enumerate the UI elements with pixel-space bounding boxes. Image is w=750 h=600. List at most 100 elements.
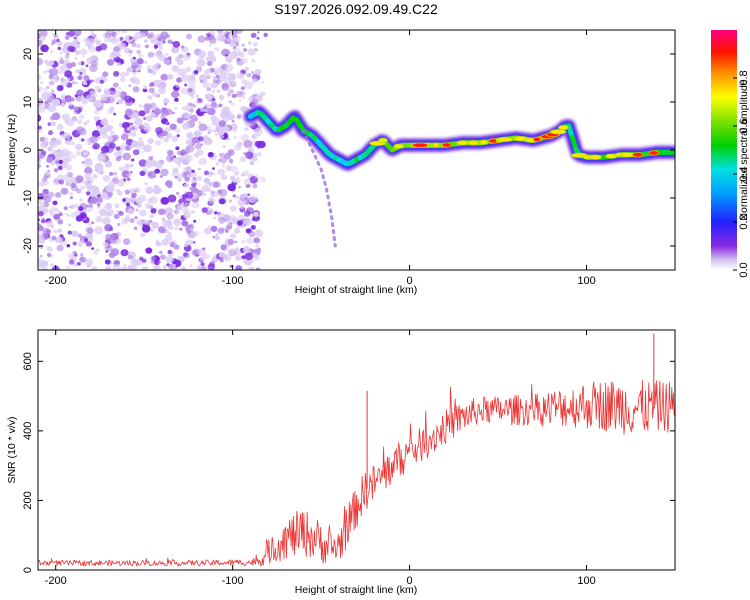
noise-speckle xyxy=(124,72,130,77)
noise-speckle xyxy=(145,186,154,194)
noise-speckle xyxy=(213,129,217,133)
noise-speckle xyxy=(79,198,84,202)
noise-speckle xyxy=(138,137,143,142)
noise-speckle xyxy=(205,32,211,38)
noise-speckle xyxy=(227,33,232,38)
noise-speckle xyxy=(104,259,111,265)
noise-speckle xyxy=(136,49,141,54)
noise-speckle xyxy=(52,229,58,234)
noise-speckle xyxy=(146,65,151,69)
noise-speckle xyxy=(241,240,246,244)
ridge-hotspot xyxy=(497,136,513,142)
noise-speckle xyxy=(206,68,212,73)
ridge-hotspot xyxy=(532,136,542,142)
noise-speckle xyxy=(46,165,49,168)
noise-speckle xyxy=(228,73,237,81)
ridge-hotspot xyxy=(479,139,489,145)
snr-frame xyxy=(37,329,676,571)
noise-speckle xyxy=(99,43,108,51)
noise-speckle xyxy=(198,123,208,132)
noise-speckle xyxy=(136,58,144,65)
noise-speckle xyxy=(235,255,242,261)
noise-speckle xyxy=(235,265,242,270)
noise-speckle xyxy=(138,110,146,117)
noise-speckle xyxy=(106,209,114,217)
noise-speckle xyxy=(189,114,198,122)
noise-speckle xyxy=(218,198,226,205)
spectrogram-y-tick-label: -20 xyxy=(22,238,34,254)
noise-speckle xyxy=(238,51,245,58)
noise-speckle xyxy=(208,44,212,47)
noise-speckle xyxy=(182,112,190,119)
noise-speckle xyxy=(230,165,238,173)
figure-title: S197.2026.092.09.49.C22 xyxy=(274,1,438,17)
noise-speckle xyxy=(73,111,77,114)
noise-speckle xyxy=(83,180,88,185)
noise-speckle xyxy=(39,30,48,38)
noise-speckle xyxy=(62,174,70,182)
noise-speckle xyxy=(90,191,97,198)
noise-speckle xyxy=(81,55,85,58)
noise-speckle xyxy=(57,228,62,233)
noise-speckle xyxy=(214,70,218,73)
noise-speckle xyxy=(51,98,61,107)
noise-speckle xyxy=(97,194,101,198)
noise-speckle xyxy=(171,65,180,72)
noise-speckle xyxy=(107,181,116,188)
noise-speckle xyxy=(207,50,215,57)
noise-speckle xyxy=(102,217,111,225)
noise-speckle xyxy=(213,216,217,220)
noise-speckle xyxy=(227,149,235,156)
noise-speckle xyxy=(115,146,121,151)
noise-speckle xyxy=(96,203,101,207)
noise-speckle xyxy=(75,143,83,151)
noise-speckle xyxy=(246,237,255,245)
noise-speckle xyxy=(70,204,76,209)
noise-speckle xyxy=(63,206,68,211)
noise-speckle xyxy=(231,102,235,106)
noise-speckle xyxy=(148,32,155,39)
noise-speckle xyxy=(69,102,73,106)
noise-speckle xyxy=(185,150,189,155)
spectrogram-x-tick-label: -100 xyxy=(222,275,244,287)
noise-speckle xyxy=(200,266,207,270)
noise-speckle xyxy=(178,53,184,59)
noise-speckle xyxy=(172,40,181,48)
noise-speckle xyxy=(196,149,204,156)
noise-speckle xyxy=(136,44,142,49)
noise-speckle xyxy=(131,76,138,82)
noise-speckle xyxy=(242,96,246,99)
noise-speckle xyxy=(175,146,180,151)
noise-speckle xyxy=(33,225,37,229)
noise-speckle xyxy=(243,192,248,196)
noise-speckle xyxy=(38,234,43,243)
noise-speckle xyxy=(107,136,113,142)
noise-speckle xyxy=(68,104,75,110)
noise-speckle xyxy=(86,263,92,268)
noise-speckle xyxy=(56,123,64,131)
noise-speckle xyxy=(184,176,190,182)
noise-speckle xyxy=(65,164,72,171)
noise-speckle xyxy=(81,161,85,164)
noise-speckle xyxy=(165,52,169,57)
noise-speckle xyxy=(218,227,225,234)
noise-speckle xyxy=(210,225,218,232)
noise-speckle xyxy=(171,111,175,115)
noise-speckle xyxy=(182,122,190,130)
snr-y-tick-label: 0 xyxy=(22,567,34,573)
noise-speckle xyxy=(143,116,147,121)
noise-speckle xyxy=(191,169,195,173)
noise-speckle xyxy=(181,266,186,270)
noise-speckle xyxy=(88,238,93,242)
noise-speckle xyxy=(29,124,32,127)
noise-speckle xyxy=(59,59,65,64)
noise-speckle xyxy=(67,230,73,235)
noise-speckle xyxy=(30,164,35,168)
noise-speckle xyxy=(122,198,126,202)
noise-speckle xyxy=(138,53,143,59)
spectrogram-y-tick-label: 20 xyxy=(22,48,34,60)
noise-speckle xyxy=(185,144,195,153)
noise-speckle xyxy=(38,244,44,249)
noise-speckle xyxy=(38,86,43,92)
noise-speckle xyxy=(167,183,173,189)
